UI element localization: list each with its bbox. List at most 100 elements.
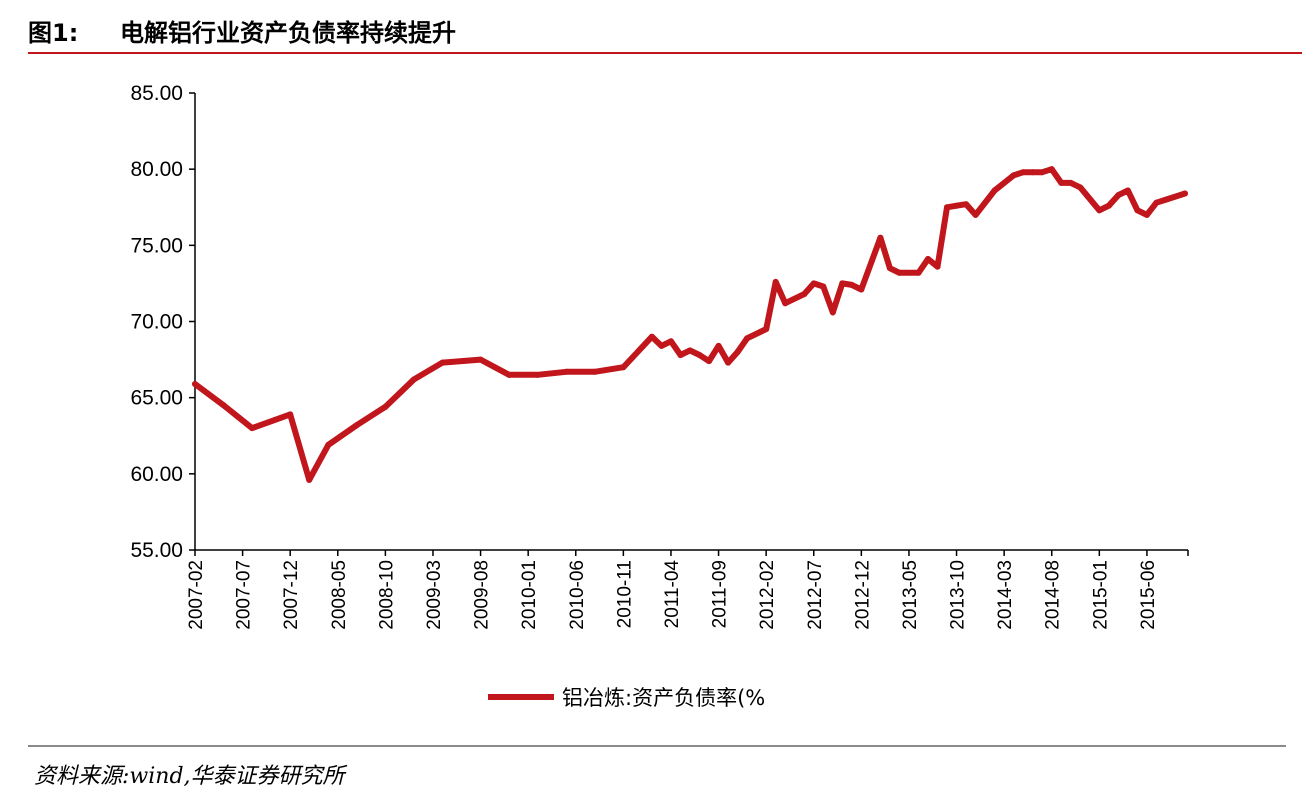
figure-title-bar: 图1: 电解铝行业资产负债率持续提升 [28,8,1302,54]
data-point [896,269,903,276]
data-point [1010,172,1017,179]
data-point [924,256,931,263]
y-tick-label: 85.00 [130,82,183,105]
y-tick-label: 75.00 [130,234,183,257]
data-point [220,402,227,409]
data-point [1134,207,1141,214]
source-note: 资料来源:wind,华泰证券研究所 [34,764,345,789]
data-point [1162,196,1169,203]
data-point [820,283,827,290]
data-point [963,201,970,208]
chart-legend: 铝冶炼:资产负债率(% [488,682,765,712]
x-tick-label: 2014-03 [995,560,1016,630]
x-tick-label: 2012-07 [805,560,826,630]
legend-swatch [488,694,554,700]
x-tick-label: 2011-04 [662,560,683,629]
data-point [734,348,741,355]
data-point [1096,207,1103,214]
data-point [439,359,446,366]
data-point [782,300,789,307]
x-tick-label: 2010-01 [519,560,540,630]
data-point [1039,169,1046,176]
series-points [192,166,1188,483]
line-chart: 55.00 60.00 65.00 70.00 75.00 80.00 85.00 2007… [130,82,1189,630]
data-point [667,338,674,345]
data-point [886,265,893,272]
x-tick-label: 2007-12 [281,560,302,630]
data-point [848,281,855,288]
legend-label: 铝冶炼:资产负债率(% [562,686,766,710]
x-tick-label: 2012-02 [757,560,778,630]
x-tick-label: 2010-06 [567,560,588,630]
figure-label: 图1: [28,18,79,47]
data-point [648,333,655,340]
data-point [744,335,751,342]
data-point [687,347,693,354]
data-point [534,371,541,378]
data-point [1077,184,1084,191]
data-point [1058,179,1065,186]
y-tick-label: 80.00 [130,158,183,181]
data-point [715,342,722,349]
data-point [353,422,360,429]
data-point [1115,192,1122,199]
data-point [810,280,817,287]
data-point [677,352,684,359]
data-point [306,476,313,483]
x-tick-label: 2009-08 [472,560,493,630]
x-tick-label: 2010-11 [614,560,635,628]
data-point [944,204,951,211]
footer-rule [28,745,1286,747]
data-point [1105,202,1112,209]
data-point [1182,190,1188,197]
x-tick-label: 2007-02 [186,560,207,630]
data-point [915,269,922,276]
data-point [410,376,417,383]
data-point [1029,169,1036,176]
data-point [953,202,960,209]
data-point [287,411,294,418]
x-tick-label: 2013-10 [948,560,969,630]
data-point [972,211,979,218]
data-point [1143,211,1150,218]
data-point [325,441,332,448]
data-point [506,371,513,378]
x-tick-label: 2008-05 [329,560,350,630]
series-line-aluminum-smelting-debt-ratio [192,166,1188,483]
data-point [877,234,884,241]
data-point [725,359,732,366]
data-point [620,364,627,371]
x-tick-label: 2007-07 [234,560,255,630]
data-point [934,263,941,270]
data-point [477,356,484,363]
data-point [696,352,703,359]
data-point [772,278,779,285]
data-point [591,368,598,375]
data-point [658,342,665,349]
data-point [1153,199,1160,206]
data-point [563,368,570,375]
data-point [382,403,389,410]
data-point [249,425,256,432]
data-point [1020,169,1027,176]
y-tick-label: 65.00 [130,387,183,410]
y-tick-labels: 55.00 60.00 65.00 70.00 75.00 80.00 85.00 [130,82,183,562]
data-point [1048,166,1055,173]
x-tick-label: 2009-03 [424,560,445,630]
data-point [858,286,865,293]
x-tick-label: 2008-10 [376,560,397,630]
data-point [829,309,836,316]
x-tick-label: 2015-01 [1090,560,1111,630]
data-point [1067,179,1074,186]
y-tick-label: 55.00 [130,539,183,562]
x-tick-label: 2014-08 [1043,560,1064,630]
data-point [763,326,770,333]
data-point [706,358,713,365]
y-tick-label: 70.00 [130,311,183,334]
x-tick-label: 2011-09 [710,560,731,628]
y-tick-label: 60.00 [130,463,183,486]
data-point [801,291,808,298]
chart-axes [189,92,1189,556]
x-tick-label: 2015-06 [1138,560,1159,630]
x-tick-label: 2012-12 [852,560,873,630]
